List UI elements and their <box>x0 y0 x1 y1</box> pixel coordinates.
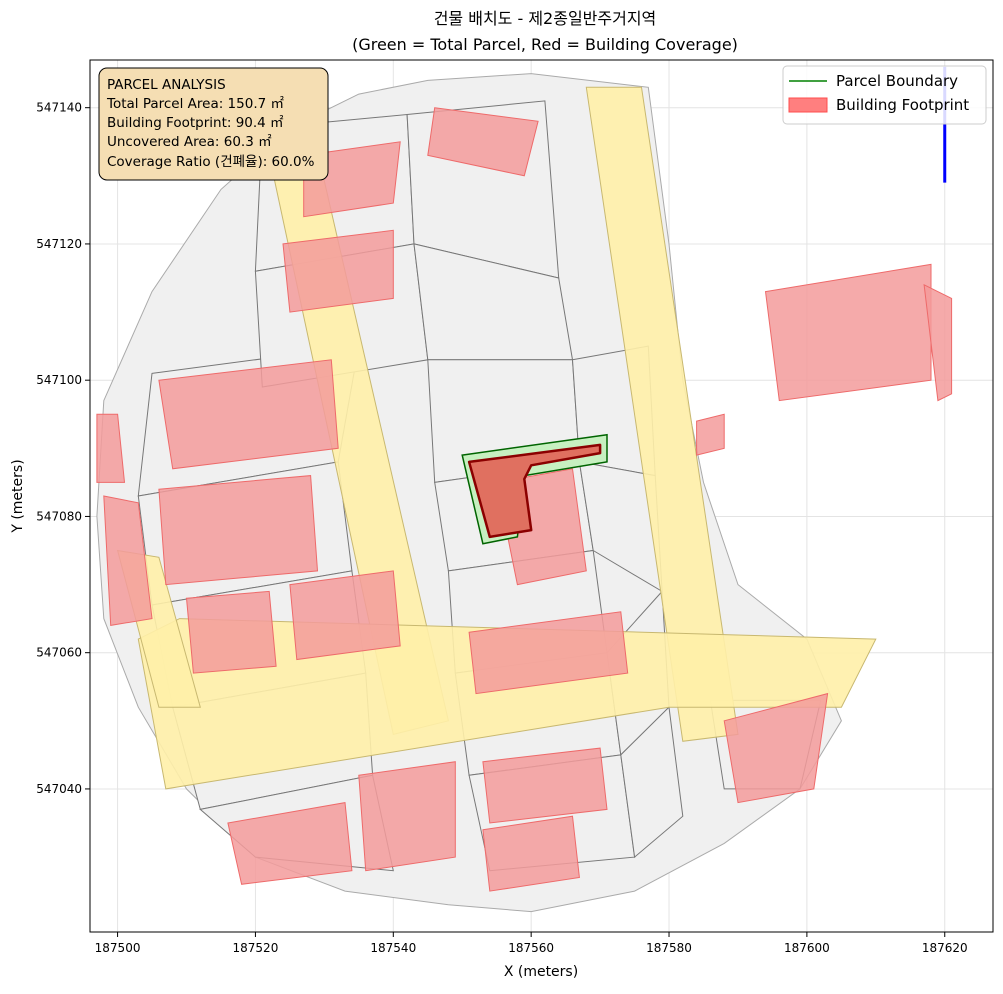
chart-title-line-2: (Green = Total Parcel, Red = Building Co… <box>352 35 738 54</box>
building-footprint-3 <box>158 359 339 470</box>
y-tick-label-4: 547120 <box>36 237 82 251</box>
parcel-16 <box>620 706 684 859</box>
building-footprint-6 <box>289 570 401 661</box>
legend-label-building-footprint: Building Footprint <box>836 96 969 114</box>
building-footprint-17 <box>923 283 953 402</box>
x-tick-label-5: 187600 <box>784 941 830 955</box>
legend-swatch-building-footprint <box>788 97 828 113</box>
plot-area <box>96 66 953 913</box>
building-footprint-16 <box>764 263 932 402</box>
x-tick-label-2: 187540 <box>370 941 416 955</box>
target-building <box>467 443 602 539</box>
target-parcel-layer <box>461 433 608 545</box>
info-box-line-footprint: Building Footprint: 90.4 ㎡ <box>107 115 284 131</box>
building-footprint-15 <box>723 692 829 804</box>
x-tick-label-6: 187620 <box>922 941 968 955</box>
building-footprint-5 <box>185 590 277 674</box>
y-tick-label-1: 547060 <box>36 646 82 660</box>
info-box-line-total: Total Parcel Area: 150.7 ㎡ <box>106 96 284 112</box>
roads-layer <box>116 86 877 790</box>
x-tick-label-1: 187520 <box>233 941 279 955</box>
building-footprint-0 <box>427 107 539 177</box>
road-2 <box>137 618 877 790</box>
info-box-frame <box>98 67 329 181</box>
legend: Parcel Boundary Building Footprint <box>782 65 987 125</box>
axis-ticks: 187500 187520 187540 187560 187580 187600 1876… <box>36 101 967 955</box>
building-footprint-4 <box>158 475 319 586</box>
building-footprint-11 <box>482 815 580 892</box>
building-footprint-9 <box>482 747 608 824</box>
info-box: PARCEL ANALYSIS Total Parcel Area: 150.7… <box>98 67 329 181</box>
building-footprint-14 <box>96 413 126 483</box>
y-tick-label-0: 547040 <box>36 782 82 796</box>
x-axis-label: X (meters) <box>504 964 578 980</box>
x-tick-label-4: 187580 <box>646 941 692 955</box>
y-tick-label-2: 547080 <box>36 509 82 523</box>
building-footprint-10 <box>358 761 456 872</box>
x-tick-label-3: 187560 <box>508 941 554 955</box>
legend-frame <box>782 65 987 125</box>
legend-label-parcel-boundary: Parcel Boundary <box>836 72 958 90</box>
building-footprint-13 <box>103 495 153 626</box>
info-box-title: PARCEL ANALYSIS <box>107 77 226 93</box>
building-footprint-12 <box>227 802 353 885</box>
building-footprint-2 <box>282 229 394 313</box>
building-footprint-18 <box>696 413 725 456</box>
info-box-line-coverage: Coverage Ratio (건폐율): 60.0% <box>107 154 315 170</box>
y-tick-label-5: 547140 <box>36 101 82 115</box>
x-tick-label-0: 187500 <box>95 941 141 955</box>
plot-frame <box>89 59 994 933</box>
info-box-line-uncovered: Uncovered Area: 60.3 ㎡ <box>107 134 272 150</box>
chart-title-line-1: 건물 배치도 - 제2종일반주거지역 <box>434 9 657 28</box>
y-axis-label: Y (meters) <box>10 459 26 533</box>
building-footprint-8 <box>468 611 629 695</box>
y-tick-label-3: 547100 <box>36 373 82 387</box>
